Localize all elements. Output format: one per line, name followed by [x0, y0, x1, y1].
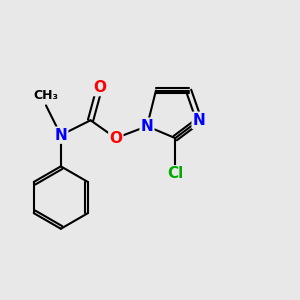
- Text: CH₃: CH₃: [34, 89, 58, 102]
- Text: Cl: Cl: [167, 166, 183, 181]
- Text: N: N: [193, 113, 206, 128]
- Text: N: N: [55, 128, 67, 142]
- Text: O: O: [109, 130, 122, 146]
- Text: O: O: [93, 80, 106, 95]
- Text: N: N: [141, 119, 153, 134]
